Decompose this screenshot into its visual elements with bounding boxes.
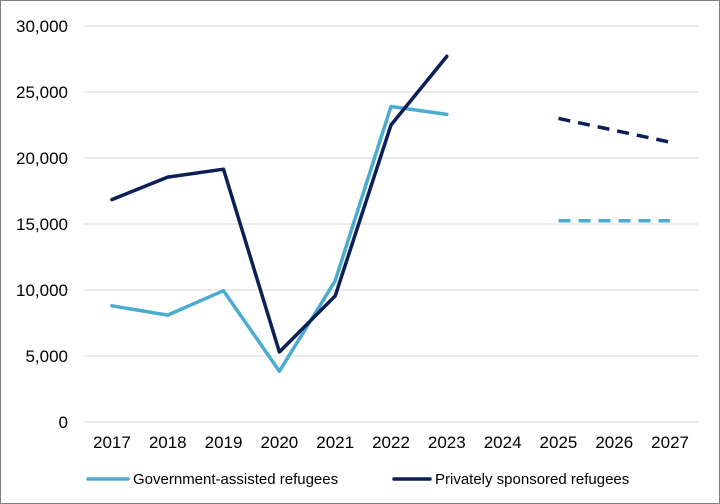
series-line-government-assisted xyxy=(110,104,449,373)
gridlines xyxy=(84,25,698,423)
x-tick-label: 2025 xyxy=(540,433,578,452)
legend: Government-assisted refugees Privately sp… xyxy=(86,471,629,488)
x-tick-label: 2017 xyxy=(93,433,131,452)
y-tick-label: 15,000 xyxy=(16,215,68,234)
projection-line-privately-sponsored xyxy=(558,116,671,144)
y-tick-label: 0 xyxy=(59,413,68,432)
x-tick-label: 2022 xyxy=(372,433,410,452)
y-tick-label: 25,000 xyxy=(16,83,68,102)
x-tick-label: 2027 xyxy=(651,433,689,452)
x-tick-label: 2024 xyxy=(484,433,522,452)
legend-label-privately-sponsored: Privately sponsored refugees xyxy=(435,471,629,488)
x-tick-label: 2019 xyxy=(205,433,243,452)
x-tick-label: 2023 xyxy=(428,433,466,452)
series-line-privately-sponsored xyxy=(110,54,449,354)
y-tick-label: 30,000 xyxy=(16,17,68,36)
legend-label-government-assisted: Government-assisted refugees xyxy=(133,471,338,488)
x-tick-label: 2020 xyxy=(260,433,298,452)
x-tick-label: 2026 xyxy=(595,433,633,452)
x-tick-label: 2021 xyxy=(316,433,354,452)
y-axis-tick-labels: 0 5,000 10,000 15,000 20,000 25,000 30,000 xyxy=(16,17,68,432)
series-lines xyxy=(110,54,671,373)
y-tick-label: 20,000 xyxy=(16,149,68,168)
x-tick-label: 2018 xyxy=(149,433,187,452)
y-tick-label: 5,000 xyxy=(25,347,68,366)
y-tick-label: 10,000 xyxy=(16,281,68,300)
x-axis-tick-labels: 2017 2018 2019 2020 2021 2022 2023 2024 2025 2026… xyxy=(93,433,689,452)
